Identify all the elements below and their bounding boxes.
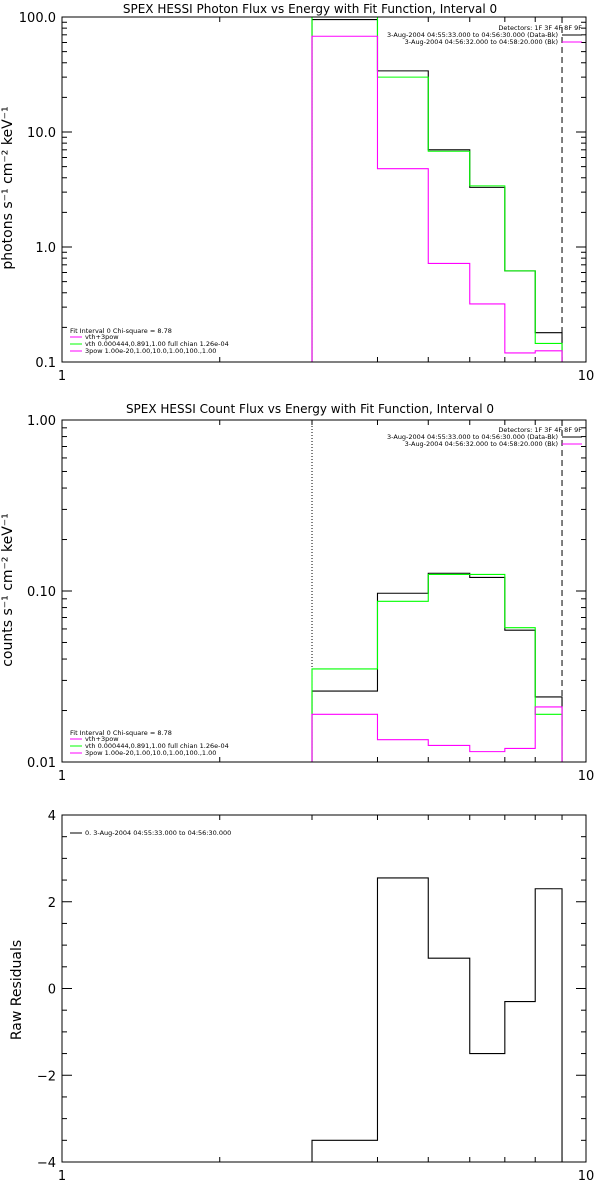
x-tick-label: 1 bbox=[58, 369, 66, 384]
x-tick-label: 10 bbox=[578, 769, 595, 784]
y-tick-label: 2 bbox=[48, 896, 56, 911]
panel1-legend-data-text: 3-Aug-2004 04:55:33.000 to 04:56:30.000 … bbox=[387, 31, 558, 39]
y-tick-label: 1.0 bbox=[35, 241, 56, 256]
y-tick-label: −2 bbox=[37, 1069, 56, 1084]
panel3-y-axis-label: Raw Residuals bbox=[9, 940, 25, 1040]
series-step-line-2 bbox=[311, 706, 563, 762]
x-tick-label: 1 bbox=[58, 1169, 66, 1184]
y-tick-label: 10.0 bbox=[27, 126, 56, 141]
x-tick-label: 1 bbox=[58, 769, 66, 784]
x-tick-label: 10 bbox=[578, 1169, 595, 1184]
y-tick-label: 100.0 bbox=[19, 11, 56, 26]
panel-photon-flux: SPEX HESSI Photon Flux vs Energy with Fi… bbox=[0, 2, 594, 384]
panel3-legend-text: 0. 3-Aug-2004 04:55:33.000 to 04:56:30.0… bbox=[85, 829, 231, 837]
panel2-legend-bk-text: 3-Aug-2004 04:56:32.000 to 04:58:20.000 … bbox=[405, 440, 558, 448]
series-step-line-1 bbox=[311, 16, 563, 362]
panel3-plot-frame bbox=[61, 814, 587, 1163]
panel2-fit-line-1: vth+3pow bbox=[85, 735, 119, 743]
series-step-line-0 bbox=[311, 877, 563, 1162]
panel1-legend-bk-text: 3-Aug-2004 04:56:32.000 to 04:58:20.000 … bbox=[405, 38, 558, 46]
y-tick-label: 4 bbox=[48, 809, 56, 824]
x-tick-label: 10 bbox=[578, 369, 595, 384]
y-tick-label: 1.00 bbox=[27, 414, 56, 429]
panel1-fit-line-1: vth+3pow bbox=[85, 333, 119, 341]
y-tick-label: −4 bbox=[37, 1156, 56, 1171]
y-tick-label: 0.10 bbox=[27, 585, 56, 600]
panel1-y-axis-label: photons s⁻¹ cm⁻² keV⁻¹ bbox=[0, 106, 16, 269]
panel1-title: SPEX HESSI Photon Flux vs Energy with Fi… bbox=[123, 2, 497, 16]
panel2-fit-line-3: 3pow 1.00e-20,1.00,10.0,1.00,100.,1.00 bbox=[85, 749, 216, 757]
series-step-line-0 bbox=[311, 19, 563, 362]
panel1-detectors-label: Detectors: 1F 3F 4F 8F 9F bbox=[498, 24, 582, 32]
panel2-fit-line-2: vth 0.000444,0.891,1.00 full chian 1.26e… bbox=[85, 742, 229, 750]
panel1-plot-frame bbox=[61, 16, 587, 363]
panel-count-flux: SPEX HESSI Count Flux vs Energy with Fit… bbox=[0, 402, 594, 784]
panel1-fit-line-2: vth 0.000444,0.891,1.00 full chian 1.26e… bbox=[85, 340, 229, 348]
panel2-detectors-label: Detectors: 1F 3F 4F 8F 9F bbox=[498, 426, 582, 434]
y-tick-label: 0 bbox=[48, 983, 56, 998]
series-step-line-2 bbox=[311, 35, 563, 362]
panel2-plot-frame bbox=[61, 419, 587, 763]
series-step-line-1 bbox=[311, 573, 563, 762]
panel2-fit-line-0: Fit Interval 0 Chi-square = 8.78 bbox=[70, 729, 172, 737]
panel2-title: SPEX HESSI Count Flux vs Energy with Fit… bbox=[126, 402, 494, 416]
panel2-y-axis-label: counts s⁻¹ cm⁻² keV⁻¹ bbox=[0, 513, 16, 667]
panel1-fit-line-0: Fit Interval 0 Chi-square = 8.78 bbox=[70, 327, 172, 335]
panel-residuals: Raw Residuals 1 10 −4 −2 0 2 4 0. 3-Aug-2004 0… bbox=[9, 809, 594, 1184]
y-tick-label: 0.01 bbox=[27, 756, 56, 771]
series-step-line-0 bbox=[311, 572, 563, 762]
panel1-fit-line-3: 3pow 1.00e-20,1.00,10.0,1.00,100.,1.00 bbox=[85, 347, 216, 355]
y-tick-label: 0.1 bbox=[35, 356, 56, 371]
panel2-legend-data-text: 3-Aug-2004 04:55:33.000 to 04:56:30.000 … bbox=[387, 433, 558, 441]
